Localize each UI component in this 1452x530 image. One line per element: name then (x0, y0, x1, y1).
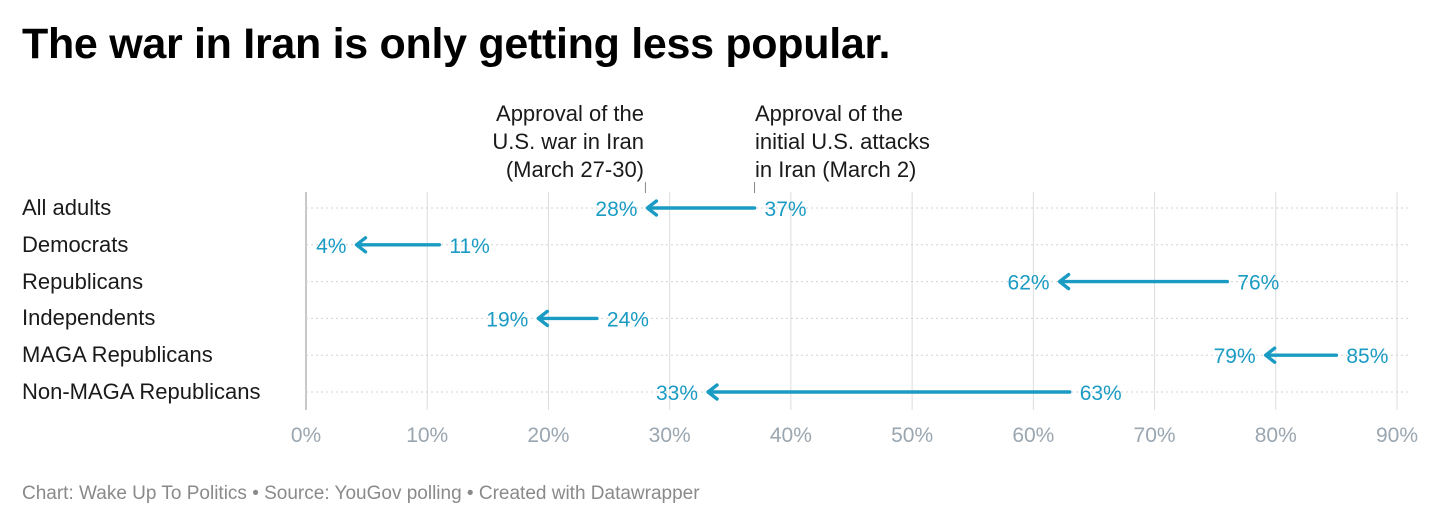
start-value-label: 76% (1237, 272, 1279, 295)
end-value-label: 19% (486, 308, 528, 331)
arrow-chart: 0% 10% 20% 30% 40% 50% 60% 70% 80% 90% 37% 28% 11% 4%… (291, 182, 1418, 447)
row-label: MAGA Republicans (22, 342, 213, 368)
arrow-head (1263, 346, 1277, 364)
arrow-head (706, 383, 719, 401)
x-tick-label: 80% (1255, 424, 1297, 447)
chart-footer: Chart: Wake Up To Politics • Source: You… (22, 483, 700, 504)
start-value-label: 11% (449, 235, 489, 258)
row-label: Democrats (22, 231, 129, 257)
x-tick-label: 20% (527, 424, 569, 447)
x-tick-label: 90% (1376, 424, 1418, 447)
arrow-head (1057, 272, 1071, 291)
annotation-start-series: Approval of the initial U.S. attacks in … (755, 101, 930, 182)
row-label: Independents (22, 305, 156, 331)
x-tick-label: 10% (406, 424, 448, 447)
x-tick-label: 50% (891, 424, 933, 447)
x-tick-label: 0% (291, 424, 321, 447)
chart-title: The war in Iran is only getting less pop… (22, 20, 891, 68)
arrow-head (536, 309, 550, 328)
row-label: All adults (22, 195, 112, 220)
start-value-label: 24% (607, 308, 649, 331)
end-value-label: 4% (316, 235, 346, 258)
arrow-head (354, 236, 368, 254)
annotation-end-series: Approval of the U.S. war in Iran (March … (492, 101, 644, 182)
x-tick-label: 30% (649, 424, 691, 447)
start-value-label: 85% (1346, 345, 1388, 368)
arrow-head (645, 199, 659, 217)
x-tick-label: 40% (770, 424, 812, 447)
end-value-label: 28% (595, 198, 637, 221)
x-tick-label: 70% (1134, 424, 1176, 447)
start-value-label: 63% (1080, 382, 1122, 405)
row-label: Republicans (22, 268, 144, 294)
end-value-label: 79% (1214, 345, 1256, 368)
start-value-label: 37% (765, 198, 807, 221)
end-value-label: 33% (656, 382, 698, 405)
end-value-label: 62% (1008, 272, 1050, 295)
x-tick-label: 60% (1012, 424, 1054, 447)
row-label: Non-MAGA Republicans (22, 379, 261, 404)
